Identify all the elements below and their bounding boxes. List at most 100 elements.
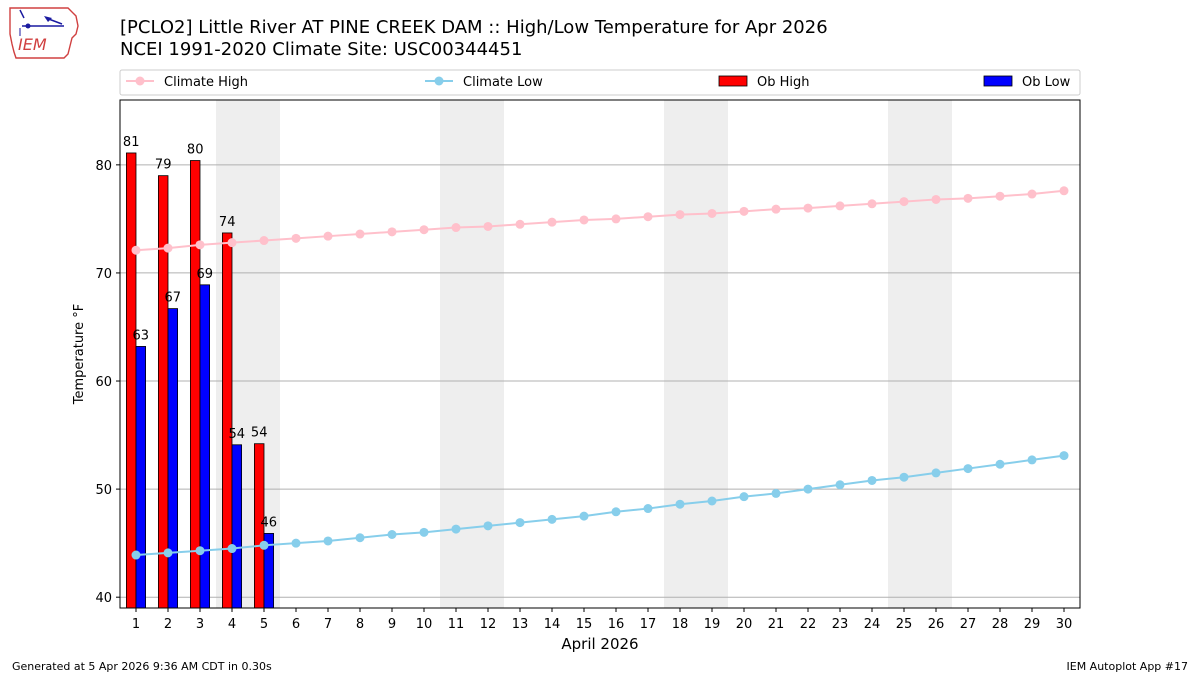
climate-low-point — [451, 524, 461, 534]
climate-high-point — [163, 243, 173, 253]
x-tick-label: 20 — [736, 617, 753, 632]
climate-high-point — [227, 238, 237, 248]
x-axis-label: April 2026 — [561, 635, 638, 653]
x-tick-label: 7 — [324, 617, 332, 632]
climate-high-point — [675, 210, 685, 220]
climate-high-point — [547, 217, 557, 227]
climate-high-point — [867, 199, 877, 209]
ob-high-label: 81 — [123, 135, 140, 150]
climate-high-point — [387, 227, 397, 237]
x-tick-label: 8 — [356, 617, 364, 632]
x-tick-label: 5 — [260, 617, 268, 632]
x-tick-label: 4 — [228, 617, 236, 632]
chart-title: [PCLO2] Little River AT PINE CREEK DAM :… — [120, 17, 828, 38]
climate-high-point — [963, 193, 973, 203]
climate-low-point — [131, 550, 141, 560]
x-tick-label: 12 — [480, 617, 497, 632]
climate-low-point — [803, 484, 813, 494]
chart-subtitle: NCEI 1991-2020 Climate Site: USC00344451 — [120, 39, 523, 60]
y-tick-label: 80 — [95, 159, 112, 174]
climate-high-point — [739, 206, 749, 216]
legend-label-ob-high: Ob High — [757, 75, 810, 90]
climate-low-point — [323, 536, 333, 546]
climate-low-point — [483, 521, 493, 531]
x-tick-label: 19 — [704, 617, 721, 632]
climate-high-point — [131, 245, 141, 255]
climate-low-point — [419, 527, 429, 537]
x-tick-label: 30 — [1056, 617, 1073, 632]
climate-high-point — [259, 236, 269, 246]
climate-low-point — [739, 492, 749, 502]
ob-low-bar — [135, 346, 147, 609]
climate-low-point — [227, 544, 237, 554]
climate-low-point — [675, 499, 685, 509]
climate-high-point — [291, 233, 301, 243]
x-tick-label: 2 — [164, 617, 172, 632]
weather-vane-icon — [19, 9, 64, 36]
x-tick-label: 1 — [132, 617, 140, 632]
x-tick-label: 29 — [1024, 617, 1041, 632]
ob-high-label: 54 — [251, 426, 268, 441]
ob-low-bar — [231, 444, 243, 609]
x-tick-label: 25 — [896, 617, 913, 632]
x-tick-label: 11 — [448, 617, 465, 632]
ob-high-bar — [189, 160, 201, 609]
ob-low-bar — [167, 308, 179, 609]
x-tick-label: 3 — [196, 617, 204, 632]
climate-lines — [131, 186, 1069, 560]
climate-high-point — [195, 240, 205, 250]
climate-high-point — [323, 231, 333, 241]
ob-low-label: 54 — [229, 427, 246, 442]
ob-high-bar — [126, 152, 137, 609]
climate-high-point — [1059, 186, 1069, 196]
climate-low-point — [899, 472, 909, 482]
climate-high-point — [771, 204, 781, 214]
ob-low-label: 67 — [165, 291, 182, 306]
y-tick-label: 50 — [95, 483, 112, 498]
logo-text: IEM — [18, 35, 47, 54]
climate-high-point — [355, 229, 365, 239]
climate-low-point — [387, 530, 397, 540]
legend-item-climate-low: Climate Low — [425, 75, 543, 90]
climate-low-point — [835, 480, 845, 490]
climate-low-point — [963, 464, 973, 474]
ob-high-label: 80 — [187, 143, 204, 158]
climate-low-point — [707, 496, 717, 506]
climate-low-point — [867, 475, 877, 485]
climate-low-point — [579, 511, 589, 521]
iem-logo: IEM — [9, 7, 79, 59]
ob-low-label: 69 — [197, 267, 214, 282]
climate-low-point — [355, 533, 365, 543]
x-tick-label: 17 — [640, 617, 657, 632]
y-tick-label: 60 — [95, 375, 112, 390]
x-tick-label: 26 — [928, 617, 945, 632]
footer-app-text: IEM Autoplot App #17 — [1066, 660, 1189, 673]
y-axis-label: Temperature °F — [72, 304, 87, 405]
ob-high-label: 79 — [155, 158, 172, 173]
x-tick-label: 27 — [960, 617, 977, 632]
x-tick-label: 22 — [800, 617, 817, 632]
climate-low-point — [931, 468, 941, 478]
ob-high-label: 74 — [219, 215, 236, 230]
climate-high-point — [707, 208, 717, 218]
plot-frame — [119, 99, 1081, 609]
climate-low-point — [611, 507, 621, 517]
legend-label-climate-high: Climate High — [164, 75, 248, 90]
climate-low-point — [1059, 451, 1069, 461]
climate-low-point — [995, 459, 1005, 469]
climate-low-point — [1027, 455, 1037, 465]
legend-item-ob-low: Ob Low — [983, 75, 1071, 90]
x-tick-label: 21 — [768, 617, 785, 632]
weekend-bands — [216, 100, 952, 608]
legend-item-climate-high: Climate High — [126, 75, 248, 90]
bar-value-labels: 81 79 80 74 54 63 67 69 54 46 — [123, 135, 277, 530]
climate-high-point — [611, 214, 621, 224]
climate-high-line — [135, 189, 1065, 252]
ob-low-label: 63 — [133, 328, 150, 343]
climate-low-point — [163, 548, 173, 558]
climate-high-point — [1027, 189, 1037, 199]
footer-generated-text: Generated at 5 Apr 2026 9:36 AM CDT in 0… — [12, 660, 272, 673]
x-tick-label: 24 — [864, 617, 881, 632]
climate-high-point — [515, 219, 525, 229]
